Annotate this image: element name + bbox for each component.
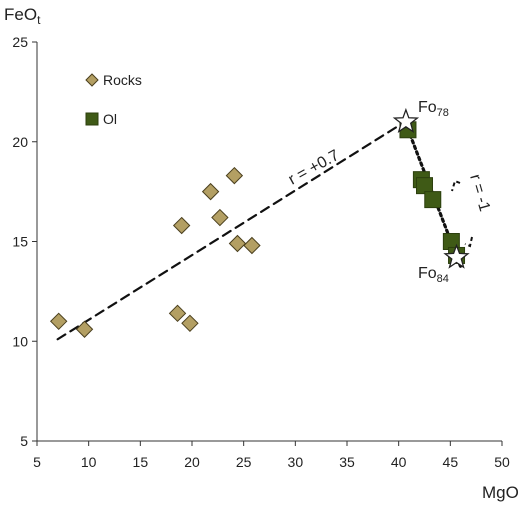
rocks-point bbox=[211, 208, 229, 227]
end-member-star bbox=[392, 107, 420, 134]
rocks-point bbox=[49, 312, 68, 331]
rocks-point bbox=[181, 314, 199, 333]
trend-line-rocks bbox=[56, 122, 403, 341]
y-axis-title: FeOt bbox=[4, 5, 41, 27]
trend-lines bbox=[56, 122, 473, 341]
x-tick-label: 30 bbox=[288, 454, 304, 470]
end-member-stars bbox=[392, 107, 470, 269]
rocks-point bbox=[168, 304, 187, 323]
annotation-r-positive: r = +0.7 bbox=[286, 147, 343, 189]
olivine-point bbox=[424, 191, 442, 209]
x-tick-label: 15 bbox=[133, 454, 149, 470]
legend-marker-rocks bbox=[85, 73, 99, 87]
rocks-point bbox=[172, 216, 191, 235]
end-member-label-fo78: Fo78 bbox=[418, 99, 449, 119]
x-tick-label: 10 bbox=[81, 454, 97, 470]
rocks-point bbox=[228, 234, 247, 253]
rocks-point bbox=[225, 166, 244, 185]
ticks: 5 10 15 20 25 30 35 40 45 50 5 10 15 20 25 bbox=[12, 34, 510, 470]
x-tick-label: 45 bbox=[443, 454, 459, 470]
y-tick-label: 15 bbox=[12, 234, 28, 250]
x-tick-label: 20 bbox=[184, 454, 200, 470]
legend-marker-ol bbox=[85, 112, 99, 126]
x-tick-label: 25 bbox=[236, 454, 252, 470]
bracket-olivine bbox=[451, 179, 473, 248]
y-tick-label: 10 bbox=[12, 333, 28, 349]
x-tick-label: 35 bbox=[339, 454, 355, 470]
legend-label-ol: Ol bbox=[103, 111, 117, 127]
x-tick-label: 40 bbox=[391, 454, 407, 470]
legend-label-rocks: Rocks bbox=[103, 72, 142, 88]
legend-diamond-icon bbox=[85, 73, 99, 87]
y-tick-label: 25 bbox=[12, 34, 28, 50]
x-axis-title: MgO bbox=[482, 483, 519, 502]
x-tick-label: 50 bbox=[494, 454, 510, 470]
rocks-point bbox=[75, 320, 94, 338]
y-tick-label: 20 bbox=[12, 134, 28, 150]
rocks-point bbox=[243, 236, 261, 255]
y-tick-label: 5 bbox=[20, 433, 28, 449]
rocks-point bbox=[201, 182, 220, 201]
end-member-label-fo84: Fo84 bbox=[418, 265, 449, 285]
x-tick-label: 5 bbox=[33, 454, 41, 470]
annotation-r-negative: r = -1 bbox=[466, 172, 493, 213]
legend: Rocks Ol bbox=[85, 72, 142, 127]
end-member-star bbox=[443, 243, 470, 269]
legend-square-icon bbox=[85, 112, 99, 126]
